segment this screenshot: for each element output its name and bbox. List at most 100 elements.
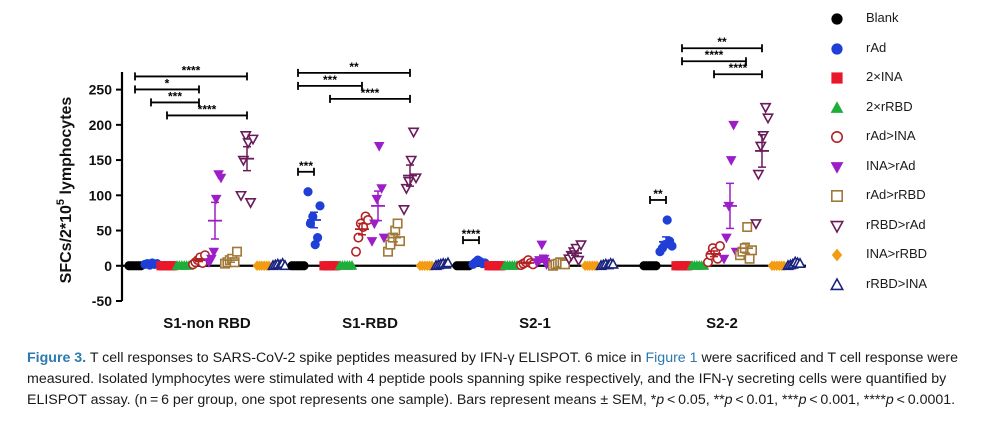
legend-item-1: rAd — [826, 38, 991, 58]
y-tick-label-3: 100 — [89, 187, 113, 203]
caption-text-1: T cell responses to SARS-CoV-2 spike pep… — [86, 350, 646, 366]
point-g2-s7-3 — [570, 243, 583, 255]
legend-marker-shape-4 — [831, 131, 843, 143]
legend-marker-5 — [830, 161, 844, 174]
x-category-label-0: S1-non RBD — [163, 315, 251, 332]
sig-label-12: ** — [653, 187, 663, 201]
legend-marker-shape-9 — [829, 276, 845, 290]
legend-marker-shape-8 — [831, 248, 843, 262]
caption-text-3: < 0.05, ** — [664, 392, 725, 408]
point-g2-s7-4 — [572, 255, 585, 267]
sig-label-9: ** — [717, 35, 727, 49]
sig-label-5: *** — [323, 73, 337, 87]
point-g3-s6-3 — [742, 222, 753, 233]
point-g2-s5-2 — [536, 240, 548, 251]
legend-label-7: rRBD>rAd — [866, 216, 926, 232]
legend-marker-0 — [831, 13, 843, 25]
legend-marker-shape-5 — [830, 161, 844, 174]
y-tick-label-1: 0 — [104, 258, 112, 274]
sig-label-8: **** — [462, 227, 481, 241]
point-g1-s0-5 — [299, 261, 309, 271]
legend-marker-2 — [831, 72, 843, 84]
legend-marker-shape-2 — [831, 72, 843, 84]
legend-item-0: Blank — [826, 8, 991, 28]
p-symbol-1: p — [656, 392, 665, 408]
legend-label-3: 2×rRBD — [866, 98, 913, 114]
point-g1-s7-2 — [402, 176, 415, 188]
legend-item-7: rRBD>rAd — [826, 215, 991, 235]
legend-item-3: 2×rRBD — [826, 97, 991, 117]
point-g3-s5-4 — [728, 120, 739, 131]
x-category-label-3: S2-2 — [706, 315, 738, 332]
point-g0-s7-5 — [247, 134, 259, 146]
point-g1-s5-0 — [366, 237, 378, 247]
point-g1-s9-5 — [442, 256, 454, 268]
point-g1-s1-5 — [315, 201, 325, 211]
legend-label-8: INA>rRBD — [866, 246, 928, 261]
sig-label-2: *** — [168, 89, 182, 103]
y-axis-title-exponent: 5 — [55, 199, 67, 205]
point-g1-s1-0 — [303, 187, 313, 197]
point-g0-s7-4 — [244, 197, 257, 209]
point-g0-s7-3 — [242, 138, 255, 149]
legend-item-9: rRBD>INA — [826, 274, 991, 294]
legend-marker-6 — [830, 189, 843, 202]
sig-label-7: *** — [299, 159, 313, 173]
figure-1-link[interactable]: Figure 1 — [645, 350, 698, 366]
legend-label-5: INA>rAd — [866, 157, 916, 173]
point-g0-s5-2 — [208, 247, 220, 258]
legend-marker-9 — [829, 276, 845, 290]
figure-label: Figure 3. — [27, 350, 87, 366]
legend-marker-shape-6 — [830, 189, 843, 202]
p-symbol-3: p — [798, 392, 807, 408]
point-g3-s5-0 — [718, 254, 730, 265]
x-category-label-2: S2-1 — [519, 315, 551, 332]
legend-item-5: INA>rAd — [826, 156, 991, 176]
p-symbol-4: p — [885, 392, 894, 408]
legend-item-4: rAd>INA — [826, 126, 991, 146]
point-g3-s7-2 — [754, 141, 767, 153]
sig-label-11: **** — [729, 61, 748, 75]
legend-label-1: rAd — [866, 39, 887, 55]
legend-marker-8 — [831, 248, 843, 262]
y-axis-title-tail: lymphocytes — [58, 97, 75, 199]
caption-text-5: < 0.001, **** — [806, 392, 886, 408]
legend-marker-7 — [829, 220, 845, 234]
point-g0-s9-5 — [279, 259, 291, 271]
point-g1-s7-0 — [398, 205, 410, 216]
y-axis-title-main: SFCs/2*10 — [58, 205, 75, 283]
caption-text-2: were sacrificed and T cell response were… — [27, 350, 959, 408]
caption-text-4: < 0.01, *** — [732, 392, 799, 408]
legend-label-4: rAd>INA — [866, 128, 916, 143]
caption-text-6: < 0.0001. — [893, 392, 956, 408]
sig-label-0: **** — [182, 63, 201, 77]
point-g0-s5-5 — [215, 173, 227, 184]
point-g3-s1-3 — [662, 215, 672, 225]
point-g0-s6-5 — [232, 246, 243, 257]
y-tick-label-5: 200 — [89, 117, 113, 133]
legend-marker-shape-7 — [829, 220, 845, 234]
point-g0-s7-0 — [235, 190, 247, 202]
x-category-label-1: S1-RBD — [342, 315, 398, 332]
legend-label-9: rRBD>INA — [866, 275, 928, 291]
legend-marker-shape-3 — [830, 100, 844, 113]
point-g2-s9-5 — [607, 257, 619, 269]
y-tick-label-2: 50 — [96, 223, 112, 239]
point-g1-s5-5 — [378, 233, 390, 244]
figure-caption: Figure 3. T cell responses to SARS-CoV-2… — [27, 348, 977, 411]
point-g3-s5-3 — [725, 156, 737, 166]
sig-label-6: **** — [361, 86, 380, 100]
point-g3-s7-0 — [750, 219, 762, 230]
point-g3-s9-5 — [794, 257, 806, 269]
point-g1-s7-3 — [405, 155, 418, 167]
legend-marker-4 — [831, 131, 843, 143]
sig-label-10: **** — [705, 48, 724, 62]
point-g3-s7-4 — [759, 102, 772, 114]
y-axis-title: SFCs/2*105 lymphocytes — [55, 97, 75, 284]
legend-marker-shape-1 — [831, 42, 843, 55]
point-g3-s7-1 — [752, 169, 765, 181]
point-g1-s7-4 — [407, 127, 420, 139]
point-g3-s0-5 — [651, 261, 661, 271]
y-tick-label-4: 150 — [89, 152, 113, 168]
legend-marker-3 — [830, 100, 844, 113]
